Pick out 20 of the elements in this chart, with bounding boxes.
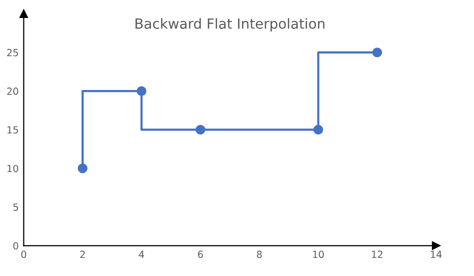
- y-tick-label: 10: [8, 164, 18, 172]
- x-tick-label: 14: [430, 250, 442, 258]
- chart-title: Backward Flat Interpolation: [136, 18, 324, 32]
- y-tick-label: 20: [7, 88, 18, 95]
- point: [313, 124, 324, 135]
- x-tick-label: 0: [21, 250, 26, 258]
- x-tick-label: 4: [138, 250, 144, 258]
- point: [78, 164, 88, 174]
- y-tick-label: 5: [13, 204, 18, 211]
- y-tick-label: 15: [8, 126, 18, 134]
- x-tick-label: 12: [372, 250, 382, 258]
- point: [136, 86, 146, 96]
- y-tick-label: 0: [13, 242, 18, 250]
- point: [372, 48, 382, 58]
- x-tick-label: 2: [80, 250, 85, 258]
- x-tick-label: 10: [313, 250, 324, 258]
- x-tick-label: 8: [256, 250, 262, 258]
- x-tick-label: 6: [198, 250, 203, 258]
- y-tick-label: 25: [7, 48, 18, 56]
- point: [196, 124, 206, 135]
